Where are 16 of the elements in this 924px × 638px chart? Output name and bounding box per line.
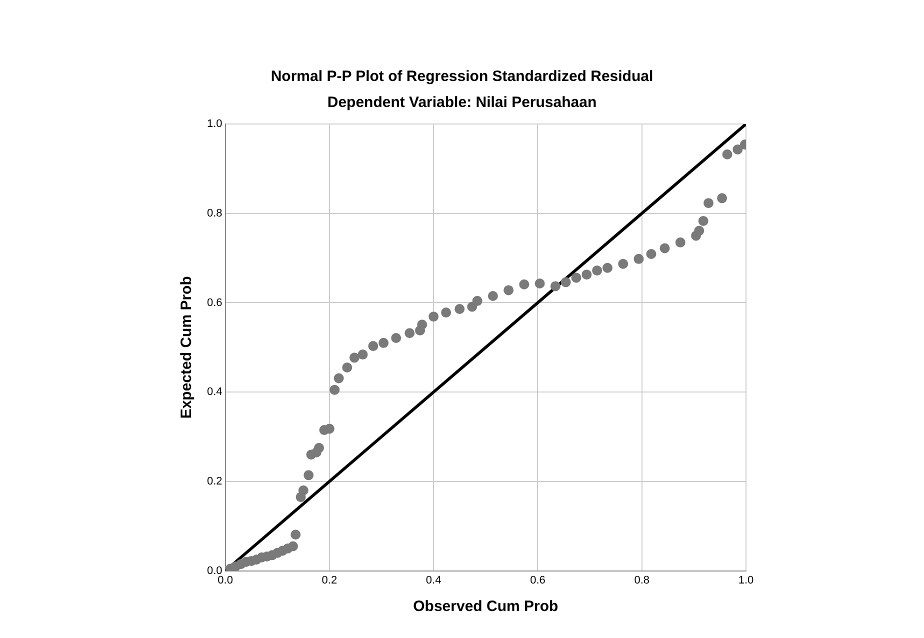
chart-subtitle: Dependent Variable: Nilai Perusahaan (326, 94, 598, 111)
y-tick-label: 0.4 (206, 386, 222, 398)
x-tick-label: 0.4 (426, 574, 442, 586)
x-tick-label: 0.6 (530, 574, 546, 586)
x-tick-label: 0.0 (218, 574, 233, 586)
y-tick-label: 0.6 (206, 296, 222, 309)
y-tick-label: 0.2 (206, 475, 222, 488)
x-tick-label: 0.8 (634, 574, 650, 586)
y-tick-label: 0.8 (206, 207, 222, 220)
x-tick-label: 1.0 (738, 574, 754, 586)
x-tick-label: 0.2 (322, 574, 338, 586)
chart-title: Normal P-P Plot of Regression Standardized Residual (270, 68, 654, 85)
x-axis-title: Observed Cum Prob (413, 598, 558, 616)
y-axis-title: Expected Cum Prob (178, 276, 196, 419)
y-tick-label: 1.0 (206, 118, 222, 130)
y-tick-label: 0.0 (206, 564, 222, 577)
